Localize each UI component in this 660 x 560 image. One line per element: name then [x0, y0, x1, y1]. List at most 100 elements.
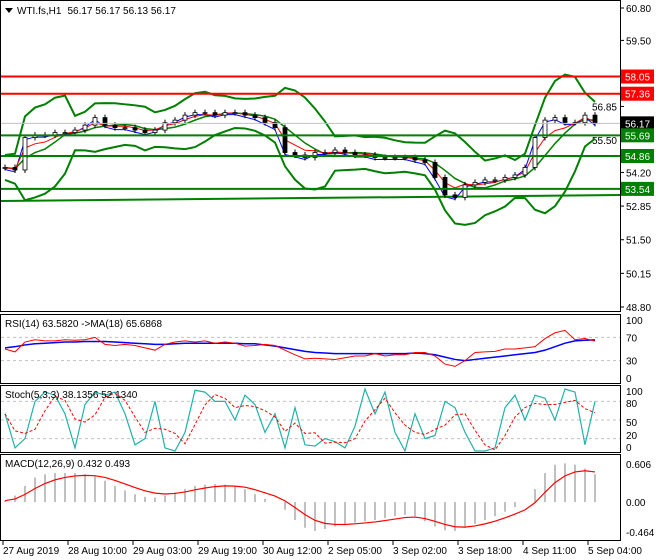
- candle: [402, 157, 408, 159]
- level-badge-57.36: [621, 86, 654, 101]
- rsi-line: [4, 329, 596, 367]
- candle: [522, 167, 528, 176]
- time-axis-label: 3 Sep 18:00: [458, 546, 512, 557]
- rsi-title: RSI(14) 63.5820 ->MA(18) 65.6868: [5, 319, 162, 330]
- candle: [552, 117, 558, 121]
- rsi-tick-label: 0: [626, 374, 632, 385]
- bollinger-lower: [4, 126, 596, 226]
- candle: [272, 122, 278, 129]
- time-axis-label: 3 Sep 02:00: [393, 546, 447, 557]
- candle: [12, 167, 18, 171]
- stoch-tick-label: 80: [626, 399, 638, 410]
- candle: [162, 122, 168, 131]
- rsi-tick-label: 70: [626, 333, 638, 344]
- dropdown-triangle-icon[interactable]: [5, 8, 13, 13]
- candle: [62, 132, 68, 134]
- candle: [172, 119, 178, 124]
- candle: [282, 127, 288, 153]
- candle: [492, 179, 498, 182]
- price-tick-label: 54.20: [626, 168, 651, 179]
- candle: [92, 117, 98, 126]
- stoch-main-line: [4, 387, 596, 453]
- candle: [252, 114, 258, 119]
- candle: [472, 182, 478, 186]
- candle: [242, 112, 248, 116]
- candle: [322, 152, 328, 154]
- time-axis-label: 28 Aug 10:00: [68, 546, 127, 557]
- macd-title: MACD(12,26,9) 0.432 0.493: [5, 459, 131, 470]
- candle: [582, 114, 588, 124]
- candle: [432, 162, 438, 178]
- candle: [382, 157, 388, 159]
- candle: [532, 137, 538, 168]
- stoch-tick-label: 20: [626, 431, 638, 442]
- price-tick-label: 56.85: [592, 102, 617, 113]
- candle: [222, 112, 228, 116]
- level-label-57.36: 57.36: [625, 90, 650, 101]
- candle: [332, 149, 338, 153]
- level-badge-53.54: [621, 181, 654, 196]
- stoch-tick-label: 100: [626, 387, 643, 398]
- candle: [562, 117, 568, 124]
- macd-signal-line: [4, 470, 596, 528]
- candle: [352, 152, 358, 156]
- time-axis-label: 30 Aug 12:00: [263, 546, 322, 557]
- price-tick-label: 55.50: [592, 136, 617, 147]
- candle: [112, 124, 118, 128]
- stoch-tick-label: 50: [626, 418, 638, 429]
- stoch-panel[interactable]: [0, 385, 621, 453]
- candle: [542, 119, 548, 138]
- time-axis-label: 4 Sep 11:00: [523, 546, 577, 557]
- candle: [262, 117, 268, 124]
- rsi-tick-label: 100: [626, 316, 643, 327]
- candle: [122, 127, 128, 129]
- time-axis-label: 2 Sep 05:00: [328, 546, 382, 557]
- candle: [212, 112, 218, 116]
- stoch-signal-line: [4, 392, 596, 451]
- level-badge-54.86: [621, 149, 654, 164]
- candle: [142, 129, 148, 133]
- time-axis-label: 29 Aug 19:00: [198, 546, 257, 557]
- candle: [22, 137, 28, 171]
- price-tick-label: 59.50: [626, 36, 651, 47]
- time-axis-label: 27 Aug 2019: [3, 546, 60, 557]
- price-tick-label: 50.15: [626, 269, 651, 280]
- time-axis-label: 29 Aug 03:00: [133, 546, 192, 557]
- price-tick-label: 52.85: [626, 202, 651, 213]
- level-label-55.69: 55.69: [625, 131, 650, 142]
- candle: [482, 179, 488, 183]
- candle: [502, 177, 508, 181]
- trend-line: [0, 194, 621, 202]
- candle: [202, 112, 208, 115]
- candle: [462, 184, 468, 198]
- candle: [592, 114, 598, 124]
- stoch-tick-label: 0: [626, 443, 632, 454]
- macd-tick-label: 0.00: [626, 498, 646, 509]
- candle: [152, 129, 158, 133]
- candle: [412, 157, 418, 161]
- price-tick-label: 51.50: [626, 236, 651, 247]
- candle: [512, 174, 518, 178]
- candle: [422, 159, 428, 163]
- rsi-tick-label: 30: [626, 357, 638, 368]
- candle: [182, 114, 188, 121]
- level-badge-55.69: [621, 128, 654, 143]
- stoch-title: Stoch(5,3,3) 38.1356 52.1340: [5, 390, 138, 401]
- level-label-56.17: 56.17: [625, 119, 650, 130]
- candle: [132, 127, 138, 131]
- price-tick-label: 60.80: [626, 4, 651, 15]
- macd-tick-label: -0.464: [626, 528, 655, 539]
- level-badge-56.17: [621, 116, 654, 131]
- candle: [452, 194, 458, 198]
- candle: [342, 149, 348, 153]
- macd-tick-label: 0.606: [626, 460, 651, 471]
- level-label-58.05: 58.05: [625, 73, 650, 84]
- candle: [72, 129, 78, 133]
- macd-panel[interactable]: [0, 454, 621, 541]
- candle: [192, 112, 198, 116]
- rsi-ma-line: [4, 339, 596, 362]
- candle: [292, 152, 298, 156]
- candle: [2, 167, 8, 169]
- candle: [392, 157, 398, 159]
